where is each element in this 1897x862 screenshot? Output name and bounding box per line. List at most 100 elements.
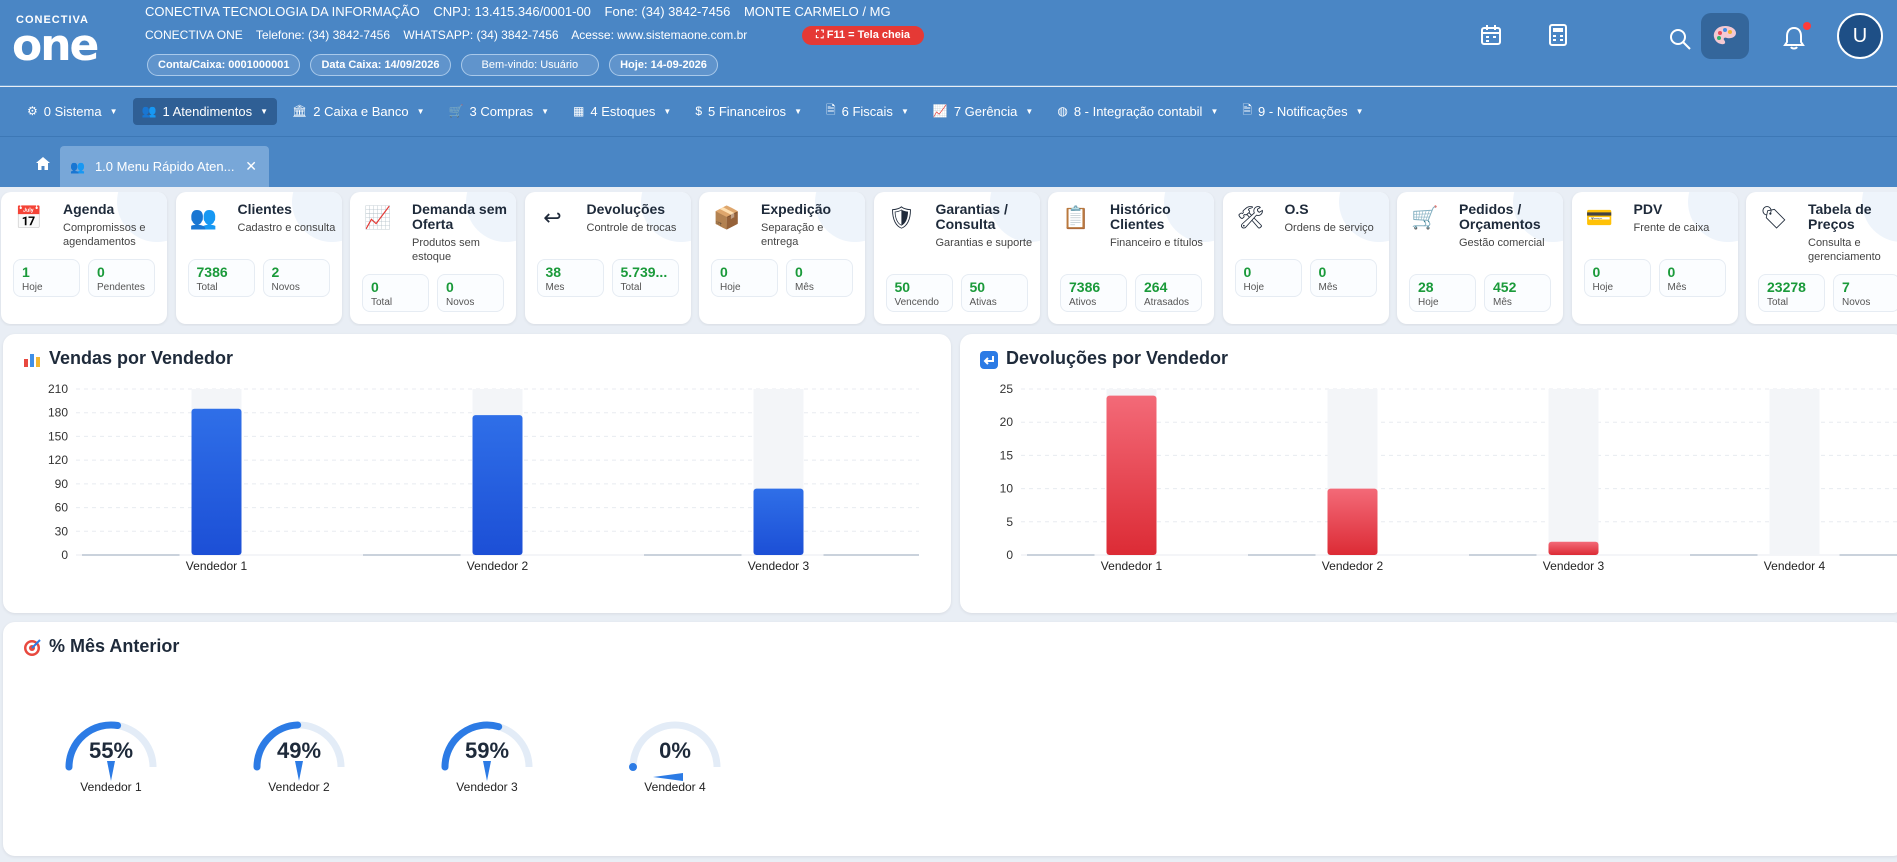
menu-item-8[interactable]: ◍ 8 - Integração contabil ▼ (1048, 98, 1227, 125)
quick-card-garantias-consulta[interactable]: 🛡 Garantias / Consulta Garantias e suporte… (873, 192, 1040, 324)
quick-card-demanda-sem-oferta[interactable]: 📈 Demanda sem Oferta Produtos sem estoque 0… (350, 192, 516, 324)
sales-panel-title: Vendas por Vendedor (23, 348, 233, 369)
gauge-arc (65, 721, 157, 781)
quick-card-hist-rico-clientes[interactable]: 📋 Histórico Clientes Financeiro e títulos 7… (1048, 192, 1214, 324)
gauge-label: Vendedor 4 (644, 780, 706, 794)
stat-label: Pendentes (97, 282, 145, 293)
quick-card-o-s[interactable]: 🛠 O.S Ordens de serviço 0 Hoje 0 Mês (1222, 192, 1389, 324)
avatar[interactable]: U (1837, 13, 1883, 59)
menu-item-7[interactable]: 📈 7 Gerência ▼ (924, 98, 1042, 125)
stat-value: 0 (371, 279, 379, 295)
quick-card-pdv[interactable]: 💳 PDV Frente de caixa 0 Hoje 0 Mês (1571, 192, 1738, 324)
card-stat: 0 Mês (1309, 259, 1377, 297)
bank-icon: 🏛 (292, 104, 308, 118)
product-info: CONECTIVA ONE Telefone: (34) 3842-7456 W… (145, 28, 757, 42)
logo: CONECTIVA one (12, 12, 112, 71)
y-tick-label: 150 (48, 429, 68, 443)
stat-value: 0 (1667, 264, 1676, 280)
quick-card-clientes[interactable]: 👥 Clientes Cadastro e consulta 7386 Total 2 No… (175, 192, 342, 324)
menu-item-6[interactable]: 🗎 6 Fiscais ▼ (817, 95, 918, 128)
chevron-down-icon: ▼ (109, 106, 118, 116)
menu-item-2[interactable]: 🏛 2 Caixa e Banco ▼ (283, 98, 434, 125)
menu-item-9[interactable]: 🗎 9 - Notificações ▼ (1233, 95, 1372, 128)
menu-item-0[interactable]: ⚙ 0 Sistema ▼ (18, 98, 127, 125)
stat-label: Hoje (1243, 282, 1265, 293)
card-stat: 28 Hoje (1409, 274, 1476, 312)
main-menu: ⚙ 0 Sistema ▼ 👥 1 Atendimentos ▼ 🏛 2 Caixa e Ba… (0, 87, 1897, 137)
menu-item-3[interactable]: 🛒 3 Compras ▼ (440, 98, 558, 125)
menu-item-label: 0 Sistema (43, 103, 102, 119)
gauge-fill (629, 763, 637, 771)
bar[interactable] (472, 415, 523, 555)
gauge-fill (65, 721, 122, 771)
gauge-fill (253, 721, 302, 771)
x-tick-label: Vendedor 3 (1543, 559, 1605, 573)
trend-icon: 📈 (364, 205, 392, 230)
gauge-fill (441, 721, 503, 771)
returns-panel-title: Devoluções por Vendedor (980, 348, 1228, 369)
fullscreen-button[interactable]: ⛶ F11 = Tela cheia (802, 26, 925, 45)
bar[interactable] (191, 408, 242, 555)
card-subtitle: Garantias e suporte (935, 237, 1033, 249)
bar[interactable] (1106, 395, 1157, 555)
menu-item-label: 4 Estoques (590, 103, 656, 119)
quick-card-agenda[interactable]: 📅 Agenda Compromissos e agendamentos 1 Hoje 0… (1, 192, 167, 324)
quick-card-expedi-o[interactable]: 📦 Expedição Separação e entrega 0 Hoje 0 Mês (699, 192, 865, 324)
gauge-arc (253, 721, 345, 781)
product-site: Acesse: www.sistemaone.com.br (571, 28, 748, 42)
bar[interactable] (1548, 541, 1599, 555)
bar[interactable] (1327, 488, 1378, 555)
company-info: CONECTIVA TECNOLOGIA DA INFORMAÇÃO CNPJ:… (145, 4, 901, 19)
quick-card-tabela-de-pre-os[interactable]: 🏷 Tabela de Preços Consulta e gerenciament… (1746, 192, 1897, 324)
menu-item-4[interactable]: ▦ 4 Estoques ▼ (564, 98, 680, 125)
stat-label: Total (371, 297, 393, 308)
cash-date-pill: Data Caixa: 14/09/2026 (310, 54, 451, 76)
product-name: CONECTIVA ONE (145, 28, 243, 42)
gauge: 55% Vendedor 1 (56, 712, 166, 812)
card-subtitle: Separação e entrega (761, 222, 824, 248)
logo-main-text: one (12, 20, 99, 71)
welcome-pill: Bem-vindo: Usuário (460, 54, 600, 76)
x-tick-label: Vendedor 1 (186, 559, 248, 573)
stat-value: 0 (795, 264, 803, 280)
tab-menu-rapido[interactable]: 👥 1.0 Menu Rápido Aten... ✕ (60, 146, 269, 187)
tag-icon: 🏷 (1760, 205, 1788, 230)
home-icon[interactable] (35, 156, 51, 175)
calendar-icon[interactable] (1478, 22, 1504, 48)
bar[interactable] (753, 488, 804, 555)
card-subtitle: Consulta e gerenciamento (1808, 237, 1881, 263)
calendar-icon: 📅 (15, 205, 43, 230)
x-tick-label: Vendedor 4 (1764, 559, 1826, 573)
card-subtitle: Compromissos e agendamentos (63, 222, 146, 248)
gauge-arc (629, 721, 721, 781)
chevron-down-icon: ▼ (663, 106, 672, 116)
stat-value: 7386 (1069, 279, 1101, 295)
stat-label: Mês (1318, 282, 1338, 293)
card-stat: 264 Atrasados (1135, 274, 1202, 312)
search-icon[interactable] (1667, 26, 1693, 52)
quick-card-devolu-es[interactable]: ↩ Devoluções Controle de trocas 38 Mes 5.739.… (524, 192, 691, 324)
menu-item-label: 2 Caixa e Banco (313, 103, 409, 119)
close-icon[interactable]: ✕ (245, 158, 257, 174)
calculator-icon[interactable] (1545, 22, 1571, 48)
stat-label: Hoje (1592, 282, 1614, 293)
menu-item-label: 3 Compras (469, 103, 534, 119)
card-subtitle: Gestão comercial (1459, 237, 1545, 249)
stat-value: 0 (446, 279, 454, 295)
account-pill: Conta/Caixa: 0001000001 (147, 54, 301, 76)
palette-button[interactable] (1701, 13, 1749, 59)
card-stat: 0 Hoje (1234, 259, 1302, 297)
bar-chart-icon (23, 351, 41, 367)
stat-label: Novos (446, 297, 475, 308)
card-title: Expedição (761, 201, 832, 217)
gauge-percent: 59% (464, 738, 510, 763)
card-title: Clientes (237, 201, 292, 217)
bell-icon[interactable] (1781, 25, 1807, 51)
y-tick-label: 5 (1006, 515, 1013, 529)
stat-label: Novos (1842, 297, 1871, 308)
menu-item-5[interactable]: $5 Financeiros ▼ (686, 98, 811, 125)
menu-item-1[interactable]: 👥 1 Atendimentos ▼ (132, 97, 277, 125)
box-icon: 📦 (713, 205, 741, 230)
y-tick-label: 0 (1006, 548, 1013, 562)
quick-card-pedidos-or-amentos[interactable]: 🛒 Pedidos / Orçamentos Gestão comercial 28 H… (1397, 192, 1563, 324)
